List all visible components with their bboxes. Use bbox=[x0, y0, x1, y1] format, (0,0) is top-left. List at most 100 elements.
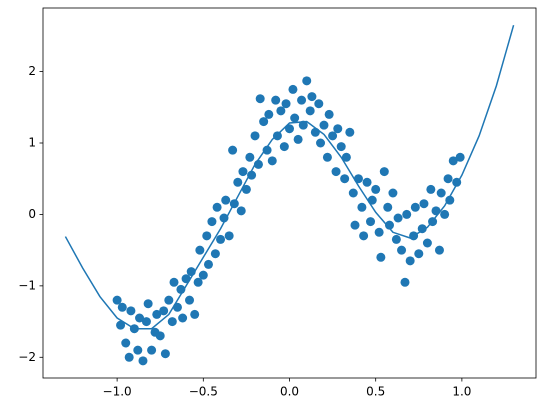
scatter-point bbox=[384, 220, 394, 230]
scatter-point bbox=[400, 277, 410, 287]
scatter-point bbox=[345, 127, 355, 137]
scatter-point bbox=[121, 338, 131, 348]
scatter-point bbox=[141, 317, 151, 327]
scatter-point bbox=[383, 202, 393, 212]
x-tick-label: 1.0 bbox=[452, 385, 471, 399]
line bbox=[64, 24, 515, 330]
scatter-point bbox=[455, 152, 465, 162]
scatter-point bbox=[319, 120, 329, 130]
scatter-point bbox=[210, 249, 220, 259]
scatter-point bbox=[133, 345, 143, 355]
scatter-point bbox=[241, 184, 251, 194]
scatter-point bbox=[359, 231, 369, 241]
scatter-point bbox=[190, 309, 200, 319]
y-tick-label: 1 bbox=[28, 136, 36, 150]
scatter-point bbox=[160, 349, 170, 359]
x-tick-label: 0.0 bbox=[280, 385, 299, 399]
scatter-point bbox=[448, 156, 458, 166]
scatter-point bbox=[259, 117, 269, 127]
scatter-point bbox=[124, 352, 134, 362]
scatter-point bbox=[374, 227, 384, 237]
scatter-point bbox=[272, 131, 282, 141]
scatter-point bbox=[297, 95, 307, 105]
scatter-point bbox=[379, 167, 389, 177]
scatter-point bbox=[238, 167, 248, 177]
scatter-point bbox=[271, 95, 281, 105]
scatter-point bbox=[262, 145, 272, 155]
scatter-point bbox=[117, 302, 127, 312]
x-tick-label: −1.0 bbox=[103, 385, 132, 399]
scatter-point bbox=[147, 345, 157, 355]
scatter-point bbox=[305, 106, 315, 116]
scatter-point bbox=[152, 309, 162, 319]
scatter-point bbox=[143, 299, 153, 309]
scatter-point bbox=[219, 213, 229, 223]
scatter-point bbox=[310, 127, 320, 137]
y-tick-label: 0 bbox=[28, 207, 36, 221]
scatter-point bbox=[376, 252, 386, 262]
scatter-point bbox=[255, 94, 265, 104]
scatter-point bbox=[279, 142, 289, 152]
scatter-point bbox=[290, 113, 300, 123]
x-tick-label: −0.5 bbox=[189, 385, 218, 399]
scatter-point bbox=[233, 177, 243, 187]
scatter-point bbox=[393, 213, 403, 223]
scatter-point bbox=[402, 209, 412, 219]
scatter-point bbox=[316, 138, 326, 148]
scatter-point bbox=[116, 320, 126, 330]
scatter-point bbox=[236, 206, 246, 216]
y-tick-label: −2 bbox=[18, 350, 36, 364]
scatter-point bbox=[422, 238, 432, 248]
scatter-point bbox=[169, 277, 179, 287]
y-tick-label: 2 bbox=[28, 64, 36, 78]
scatter-point bbox=[155, 331, 165, 341]
scatter-point bbox=[298, 120, 308, 130]
scatter-point bbox=[336, 142, 346, 152]
scatter-point bbox=[281, 99, 291, 109]
scatter-point bbox=[221, 195, 231, 205]
scatter-point bbox=[341, 152, 351, 162]
scatter-point bbox=[126, 306, 136, 316]
scatter-point bbox=[178, 313, 188, 323]
scatter-point bbox=[224, 231, 234, 241]
scatter-point bbox=[159, 306, 169, 316]
scatter-point bbox=[250, 131, 260, 141]
scatter-point bbox=[285, 124, 294, 134]
scatter-point bbox=[288, 84, 298, 94]
scatter-point bbox=[314, 99, 324, 109]
scatter-point bbox=[410, 202, 420, 212]
scatter-point bbox=[245, 152, 255, 162]
scatter-point bbox=[198, 270, 208, 280]
scatter-point bbox=[307, 92, 317, 102]
scatter-point bbox=[202, 231, 212, 241]
scatter-point bbox=[391, 234, 401, 244]
scatter-point bbox=[443, 174, 453, 184]
scatter-point bbox=[397, 245, 407, 255]
scatter-point bbox=[195, 245, 205, 255]
scatter-point bbox=[440, 209, 450, 219]
scatter-point bbox=[436, 188, 446, 198]
scatter-point bbox=[388, 188, 398, 198]
scatter-point bbox=[362, 177, 372, 187]
scatter-point bbox=[247, 170, 257, 180]
scatter-point bbox=[135, 313, 145, 323]
scatter-point bbox=[434, 245, 444, 255]
scatter-point bbox=[276, 106, 286, 116]
scatter-point bbox=[333, 124, 343, 134]
scatter-point bbox=[112, 295, 122, 305]
scatter-point bbox=[185, 295, 195, 305]
scatter-point bbox=[216, 234, 226, 244]
scatter-point bbox=[348, 188, 358, 198]
scatter-point bbox=[357, 202, 367, 212]
scatter-point bbox=[228, 145, 238, 155]
scatter-point bbox=[417, 224, 427, 234]
scatter-point bbox=[426, 184, 436, 194]
scatter-point bbox=[138, 356, 148, 366]
scatter-point bbox=[193, 277, 203, 287]
scatter-point bbox=[405, 256, 415, 266]
scatter-point bbox=[445, 195, 455, 205]
scatter-point bbox=[167, 317, 177, 327]
scatter-point bbox=[419, 199, 429, 209]
